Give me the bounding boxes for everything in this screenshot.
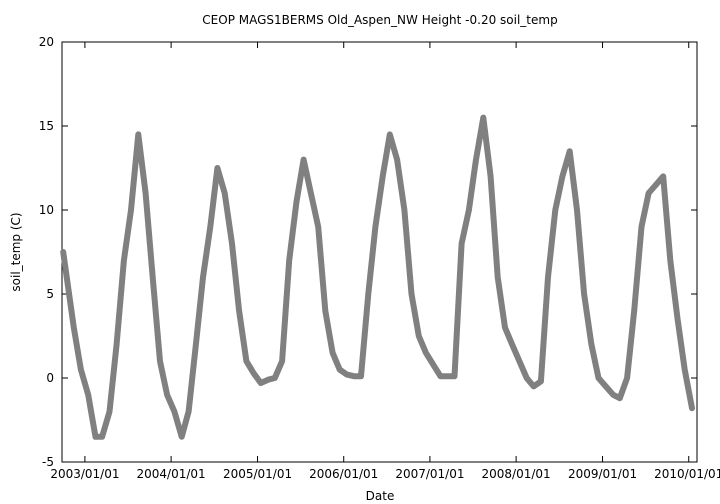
y-tick-label: 15 (39, 119, 54, 133)
y-axis-label: soil_temp (C) (9, 212, 23, 291)
chart-title: CEOP MAGS1BERMS Old_Aspen_NW Height -0.2… (202, 13, 557, 27)
x-tick-label: 2006/01/01 (309, 467, 378, 481)
y-tick-label: 0 (46, 371, 54, 385)
y-tick-label: 10 (39, 203, 54, 217)
x-tick-label: 2005/01/01 (223, 467, 292, 481)
y-tick-label: -5 (42, 455, 54, 469)
x-tick-label: 2004/01/01 (137, 467, 206, 481)
data-line (60, 114, 695, 440)
x-tick-label: 2010/01/01 (654, 467, 720, 481)
plot-frame (61, 41, 698, 463)
x-tick-label: 2007/01/01 (395, 467, 464, 481)
x-tick-label: 2009/01/01 (568, 467, 637, 481)
y-tick-label: 20 (39, 35, 54, 49)
x-tick-label: 2003/01/01 (50, 467, 119, 481)
y-tick-label: 5 (46, 287, 54, 301)
x-tick-label: 2008/01/01 (482, 467, 551, 481)
x-axis-label: Date (366, 489, 395, 503)
